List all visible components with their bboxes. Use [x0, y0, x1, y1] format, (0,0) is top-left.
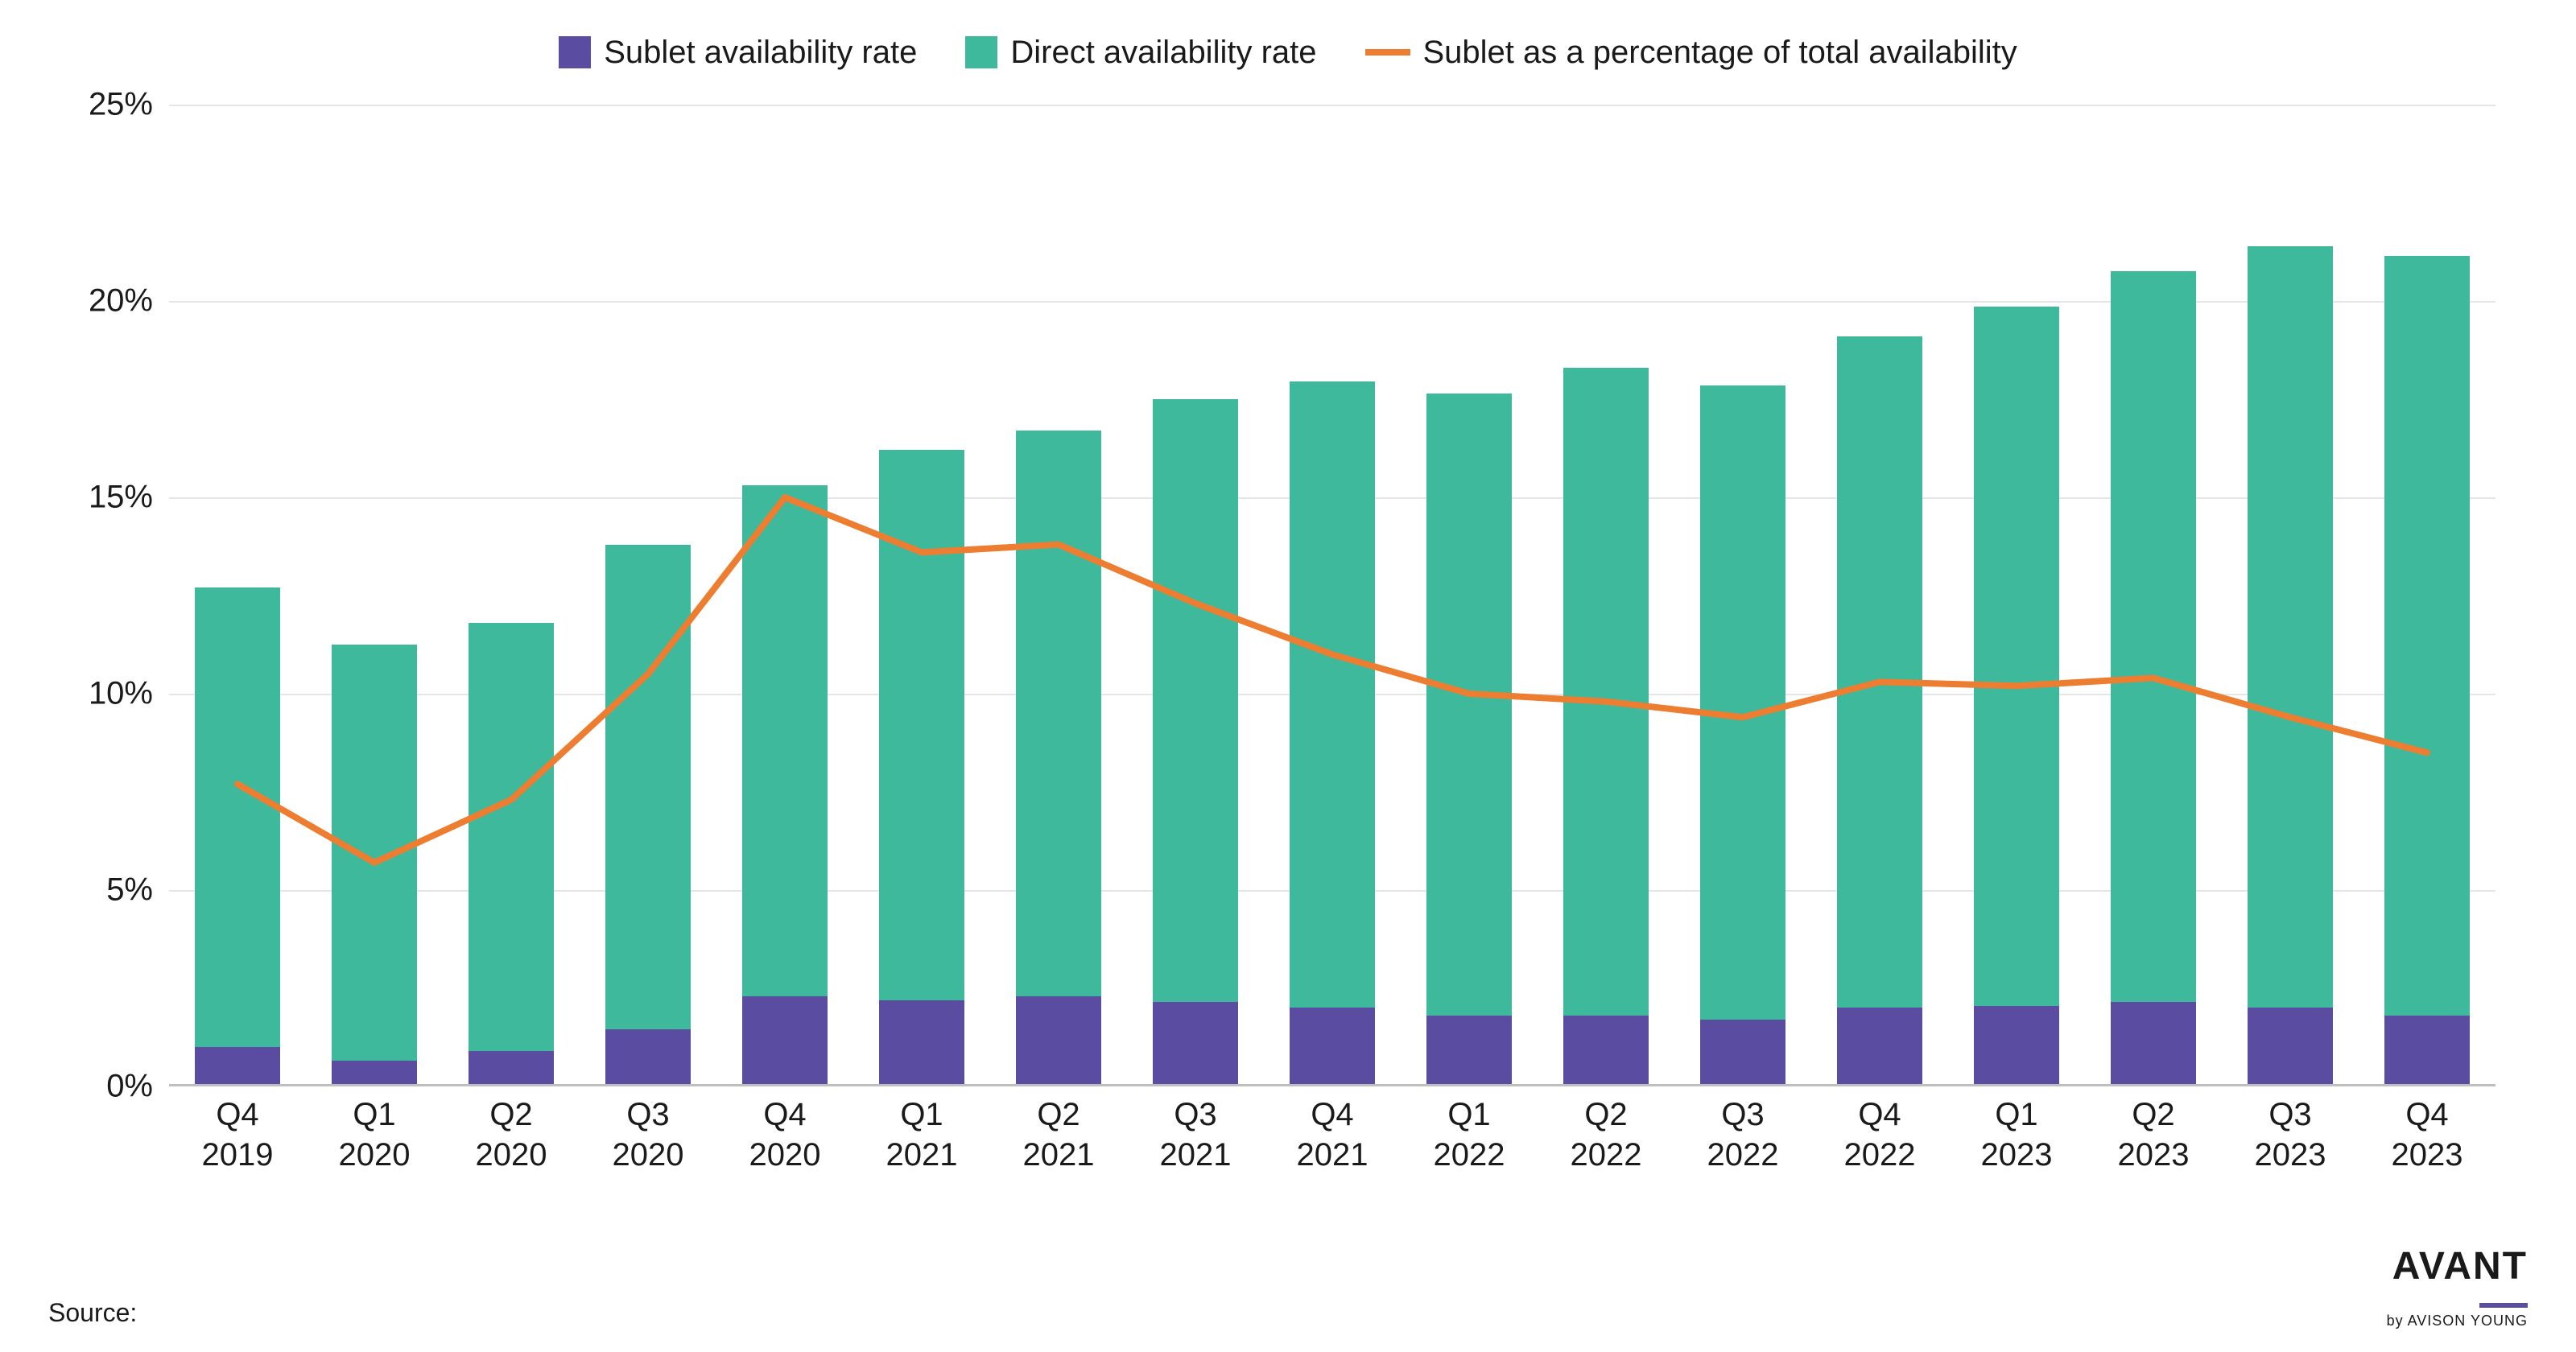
- plot-area: 0%5%10%15%20%25%: [169, 105, 2496, 1086]
- y-tick-label: 10%: [56, 676, 153, 712]
- x-tick-label: Q3 2021: [1160, 1094, 1232, 1175]
- x-tick-label: Q1 2021: [886, 1094, 958, 1175]
- y-tick-label: 25%: [56, 87, 153, 123]
- x-tick-label: Q4 2023: [2392, 1094, 2463, 1175]
- chart-container: Sublet availability rate Direct availabi…: [0, 0, 2576, 1352]
- x-tick-label: Q1 2023: [1981, 1094, 2053, 1175]
- legend-line-swatch: [1365, 49, 1410, 56]
- brand-sub-text: by AVISON YOUNG: [2387, 1313, 2528, 1328]
- legend-swatch-direct: [965, 36, 997, 68]
- x-tick-label: Q3 2020: [613, 1094, 684, 1175]
- legend-item-sublet: Sublet availability rate: [559, 35, 917, 71]
- brand-underline: [2479, 1303, 2528, 1308]
- legend-label-sublet: Sublet availability rate: [604, 35, 917, 71]
- legend-label-direct: Direct availability rate: [1010, 35, 1316, 71]
- legend-item-line: Sublet as a percentage of total availabi…: [1365, 35, 2017, 71]
- footer: Source: AVANT by AVISON YOUNG: [48, 1247, 2528, 1328]
- x-tick-label: Q2 2023: [2118, 1094, 2190, 1175]
- x-axis: Q4 2019 Q1 2020 Q2 2020 Q3 2020 Q4 2020 Q1 20…: [169, 1086, 2496, 1215]
- x-tick-label: Q4 2020: [749, 1094, 821, 1175]
- y-tick-label: 5%: [56, 872, 153, 909]
- y-tick-label: 20%: [56, 283, 153, 319]
- legend-swatch-sublet: [559, 36, 591, 68]
- x-tick-label: Q3 2023: [2255, 1094, 2326, 1175]
- legend: Sublet availability rate Direct availabi…: [48, 24, 2528, 80]
- x-tick-label: Q4 2021: [1297, 1094, 1368, 1175]
- x-tick-label: Q2 2020: [476, 1094, 547, 1175]
- legend-label-line: Sublet as a percentage of total availabi…: [1423, 35, 2017, 71]
- brand-main-text: AVANT: [2387, 1247, 2528, 1286]
- y-axis: 0%5%10%15%20%25%: [48, 105, 169, 1086]
- x-tick-label: Q4 2019: [202, 1094, 274, 1175]
- x-tick-label: Q1 2020: [339, 1094, 411, 1175]
- legend-item-direct: Direct availability rate: [965, 35, 1316, 71]
- x-tick-label: Q3 2022: [1707, 1094, 1779, 1175]
- x-tick-label: Q2 2021: [1023, 1094, 1095, 1175]
- line-series-path: [237, 497, 2427, 863]
- line-series-svg: [169, 105, 2496, 1086]
- source-label: Source:: [48, 1298, 137, 1328]
- y-tick-label: 0%: [56, 1069, 153, 1105]
- brand-logo: AVANT by AVISON YOUNG: [2387, 1247, 2528, 1328]
- x-tick-label: Q2 2022: [1571, 1094, 1642, 1175]
- y-tick-label: 15%: [56, 480, 153, 516]
- line-layer: [169, 105, 2496, 1086]
- x-tick-label: Q1 2022: [1434, 1094, 1505, 1175]
- x-tick-label: Q4 2022: [1844, 1094, 1916, 1175]
